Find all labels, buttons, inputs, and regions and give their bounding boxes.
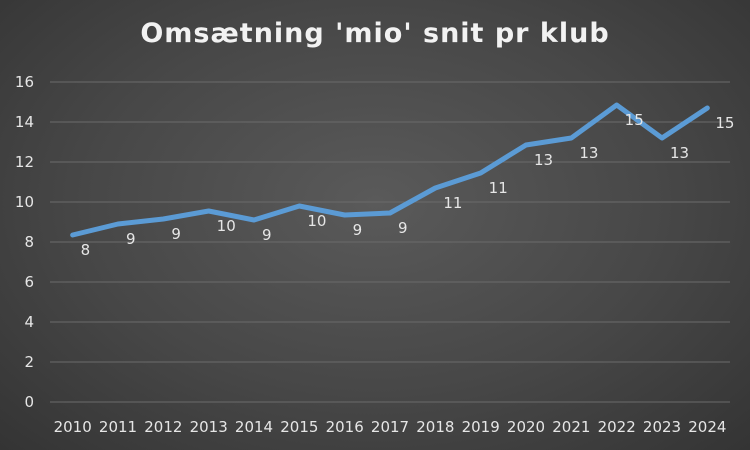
data-label: 9 — [171, 225, 181, 243]
x-tick-label: 2014 — [235, 418, 273, 436]
gridlines — [50, 81, 730, 403]
y-tick-label: 10 — [15, 193, 34, 211]
y-tick-label: 6 — [24, 273, 34, 291]
data-label: 10 — [307, 212, 326, 230]
y-tick-label: 0 — [24, 393, 34, 411]
x-tick-label: 2020 — [507, 418, 545, 436]
data-label: 13 — [670, 144, 689, 162]
data-labels: 8 9 9 10 9 10 9 9 11 11 13 13 15 13 15 — [81, 111, 735, 259]
data-label: 11 — [443, 194, 462, 212]
x-tick-label: 2017 — [371, 418, 409, 436]
x-tick-label: 2024 — [688, 418, 726, 436]
x-tick-label: 2011 — [99, 418, 137, 436]
series-line — [70, 102, 710, 238]
data-label: 13 — [579, 144, 598, 162]
data-label: 9 — [262, 226, 272, 244]
x-tick-label: 2018 — [416, 418, 454, 436]
data-label: 9 — [353, 221, 363, 239]
data-label: 11 — [489, 179, 508, 197]
x-tick-label: 2021 — [552, 418, 590, 436]
data-label: 15 — [715, 114, 734, 132]
x-tick-label: 2013 — [190, 418, 228, 436]
x-tick-label: 2019 — [462, 418, 500, 436]
data-label: 10 — [217, 217, 236, 235]
y-tick-label: 16 — [15, 73, 34, 91]
y-tick-label: 4 — [24, 313, 34, 331]
x-tick-label: 2016 — [326, 418, 364, 436]
data-label: 13 — [534, 151, 553, 169]
chart-title: Omsætning 'mio' snit pr klub — [140, 18, 610, 49]
x-tick-label: 2010 — [54, 418, 92, 436]
x-tick-label: 2015 — [280, 418, 318, 436]
y-tick-label: 12 — [15, 153, 34, 171]
y-tick-label: 8 — [24, 233, 34, 251]
data-label: 9 — [398, 219, 408, 237]
data-label: 8 — [81, 241, 91, 259]
y-axis-ticks: 0 2 4 6 8 10 12 14 16 — [15, 73, 34, 411]
x-tick-label: 2023 — [643, 418, 681, 436]
data-label: 15 — [625, 111, 644, 129]
x-tick-label: 2022 — [598, 418, 636, 436]
x-axis-ticks: 2010 2011 2012 2013 2014 2015 2016 2017 2018 2019… — [54, 418, 727, 436]
data-label: 9 — [126, 230, 136, 248]
series-layer — [70, 102, 710, 238]
x-tick-label: 2012 — [144, 418, 182, 436]
y-tick-label: 2 — [24, 353, 34, 371]
y-tick-label: 14 — [15, 113, 34, 131]
